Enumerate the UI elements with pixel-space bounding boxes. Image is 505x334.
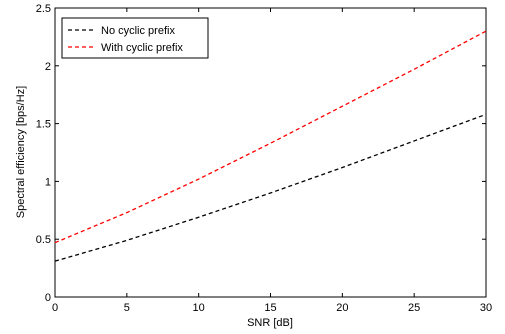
- series-line-1: [54, 30, 487, 244]
- legend: No cyclic prefix With cyclic prefix: [61, 17, 209, 59]
- legend-label-no-cp: No cyclic prefix: [101, 25, 175, 37]
- x-tick-label: 25: [408, 302, 420, 314]
- x-tick-label: 30: [480, 302, 492, 314]
- legend-label-with-cp: With cyclic prefix: [101, 42, 183, 54]
- x-tick-label: 20: [336, 302, 348, 314]
- x-tick-label: 10: [193, 302, 205, 314]
- x-tick-label: 0: [52, 302, 58, 314]
- y-tick-label: 0.5: [36, 234, 51, 246]
- series-lines: [54, 30, 487, 262]
- x-axis-label: SNR [dB]: [247, 317, 293, 329]
- y-axis-label: Spectral efficiency [bps/Hz]: [15, 86, 27, 218]
- y-tick-label: 0: [45, 292, 51, 304]
- x-tick-label: 5: [124, 302, 130, 314]
- y-tick-label: 2: [45, 61, 51, 73]
- y-tick-label: 1: [45, 176, 51, 188]
- axis-ticks: [54, 7, 487, 298]
- tick-labels: 0 5 10 15 20 25 30 0 0.5 1 1.5 2 2.5: [36, 3, 492, 314]
- legend-box: [61, 17, 209, 59]
- series-line-0: [54, 113, 487, 262]
- x-tick-label: 15: [264, 302, 276, 314]
- y-tick-label: 1.5: [36, 119, 51, 131]
- y-tick-label: 2.5: [36, 3, 51, 15]
